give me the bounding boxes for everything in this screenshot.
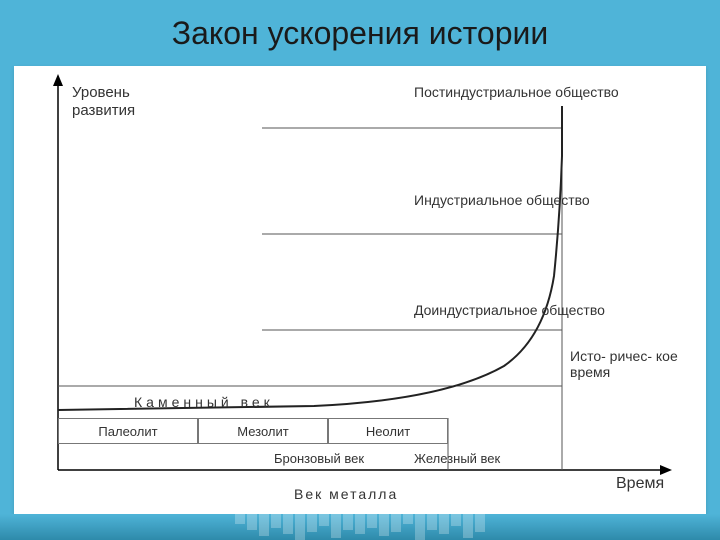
- acceleration-curve: [58, 106, 562, 410]
- subage-iron: Железный век: [414, 452, 500, 466]
- chart-panel: Уровень развития Время Постиндустриально…: [14, 66, 706, 514]
- stage-label-postindustrial: Постиндустриальное общество: [414, 84, 619, 100]
- period-box-mesolith: Мезолит: [198, 418, 328, 444]
- period-box-neolith: Неолит: [328, 418, 448, 444]
- y-axis-arrow: [53, 74, 63, 86]
- footer-decoration: [0, 514, 720, 540]
- stage-label-historic: Исто- ричес- кое время: [570, 348, 706, 380]
- subage-bronze: Бронзовый век: [274, 452, 364, 466]
- y-axis-label: Уровень развития: [72, 84, 135, 120]
- x-axis-label: Время: [616, 474, 664, 493]
- stage-label-preindustrial: Доиндустриальное общество: [414, 302, 605, 318]
- header: Закон ускорения истории: [0, 0, 720, 66]
- era-stone-age: Каменный век: [134, 394, 274, 410]
- stage-label-industrial: Индустриальное общество: [414, 192, 590, 208]
- chart-area: Уровень развития Время Постиндустриально…: [14, 66, 706, 514]
- period-box-paleolith: Палеолит: [58, 418, 198, 444]
- chart-svg: [14, 66, 706, 514]
- era-metal-age: Век металла: [294, 486, 398, 502]
- page-title: Закон ускорения истории: [172, 15, 549, 52]
